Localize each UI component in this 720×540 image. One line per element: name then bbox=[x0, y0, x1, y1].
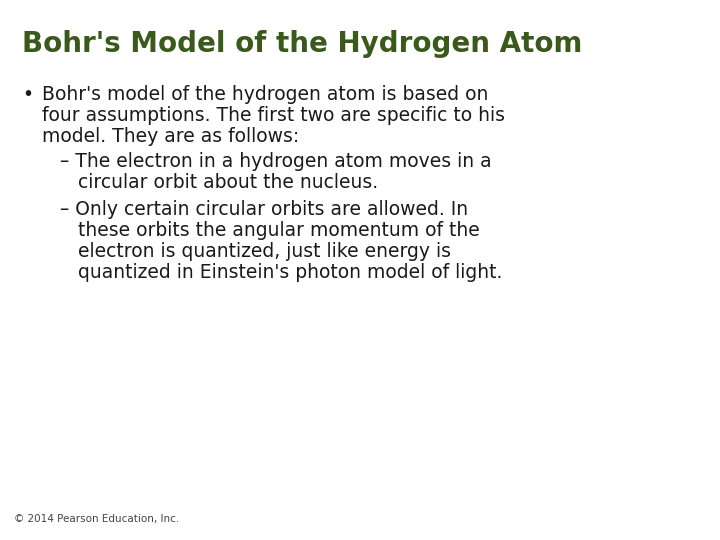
Text: circular orbit about the nucleus.: circular orbit about the nucleus. bbox=[78, 173, 378, 192]
Text: © 2014 Pearson Education, Inc.: © 2014 Pearson Education, Inc. bbox=[14, 514, 179, 524]
Text: model. They are as follows:: model. They are as follows: bbox=[42, 127, 300, 146]
Text: Bohr's Model of the Hydrogen Atom: Bohr's Model of the Hydrogen Atom bbox=[22, 30, 582, 58]
Text: – The electron in a hydrogen atom moves in a: – The electron in a hydrogen atom moves … bbox=[60, 152, 492, 171]
Text: these orbits the angular momentum of the: these orbits the angular momentum of the bbox=[78, 221, 480, 240]
Text: •: • bbox=[22, 85, 33, 104]
Text: electron is quantized, just like energy is: electron is quantized, just like energy … bbox=[78, 242, 451, 261]
Text: four assumptions. The first two are specific to his: four assumptions. The first two are spec… bbox=[42, 106, 505, 125]
Text: – Only certain circular orbits are allowed. In: – Only certain circular orbits are allow… bbox=[60, 200, 468, 219]
Text: Bohr's model of the hydrogen atom is based on: Bohr's model of the hydrogen atom is bas… bbox=[42, 85, 488, 104]
Text: quantized in Einstein's photon model of light.: quantized in Einstein's photon model of … bbox=[78, 263, 503, 282]
